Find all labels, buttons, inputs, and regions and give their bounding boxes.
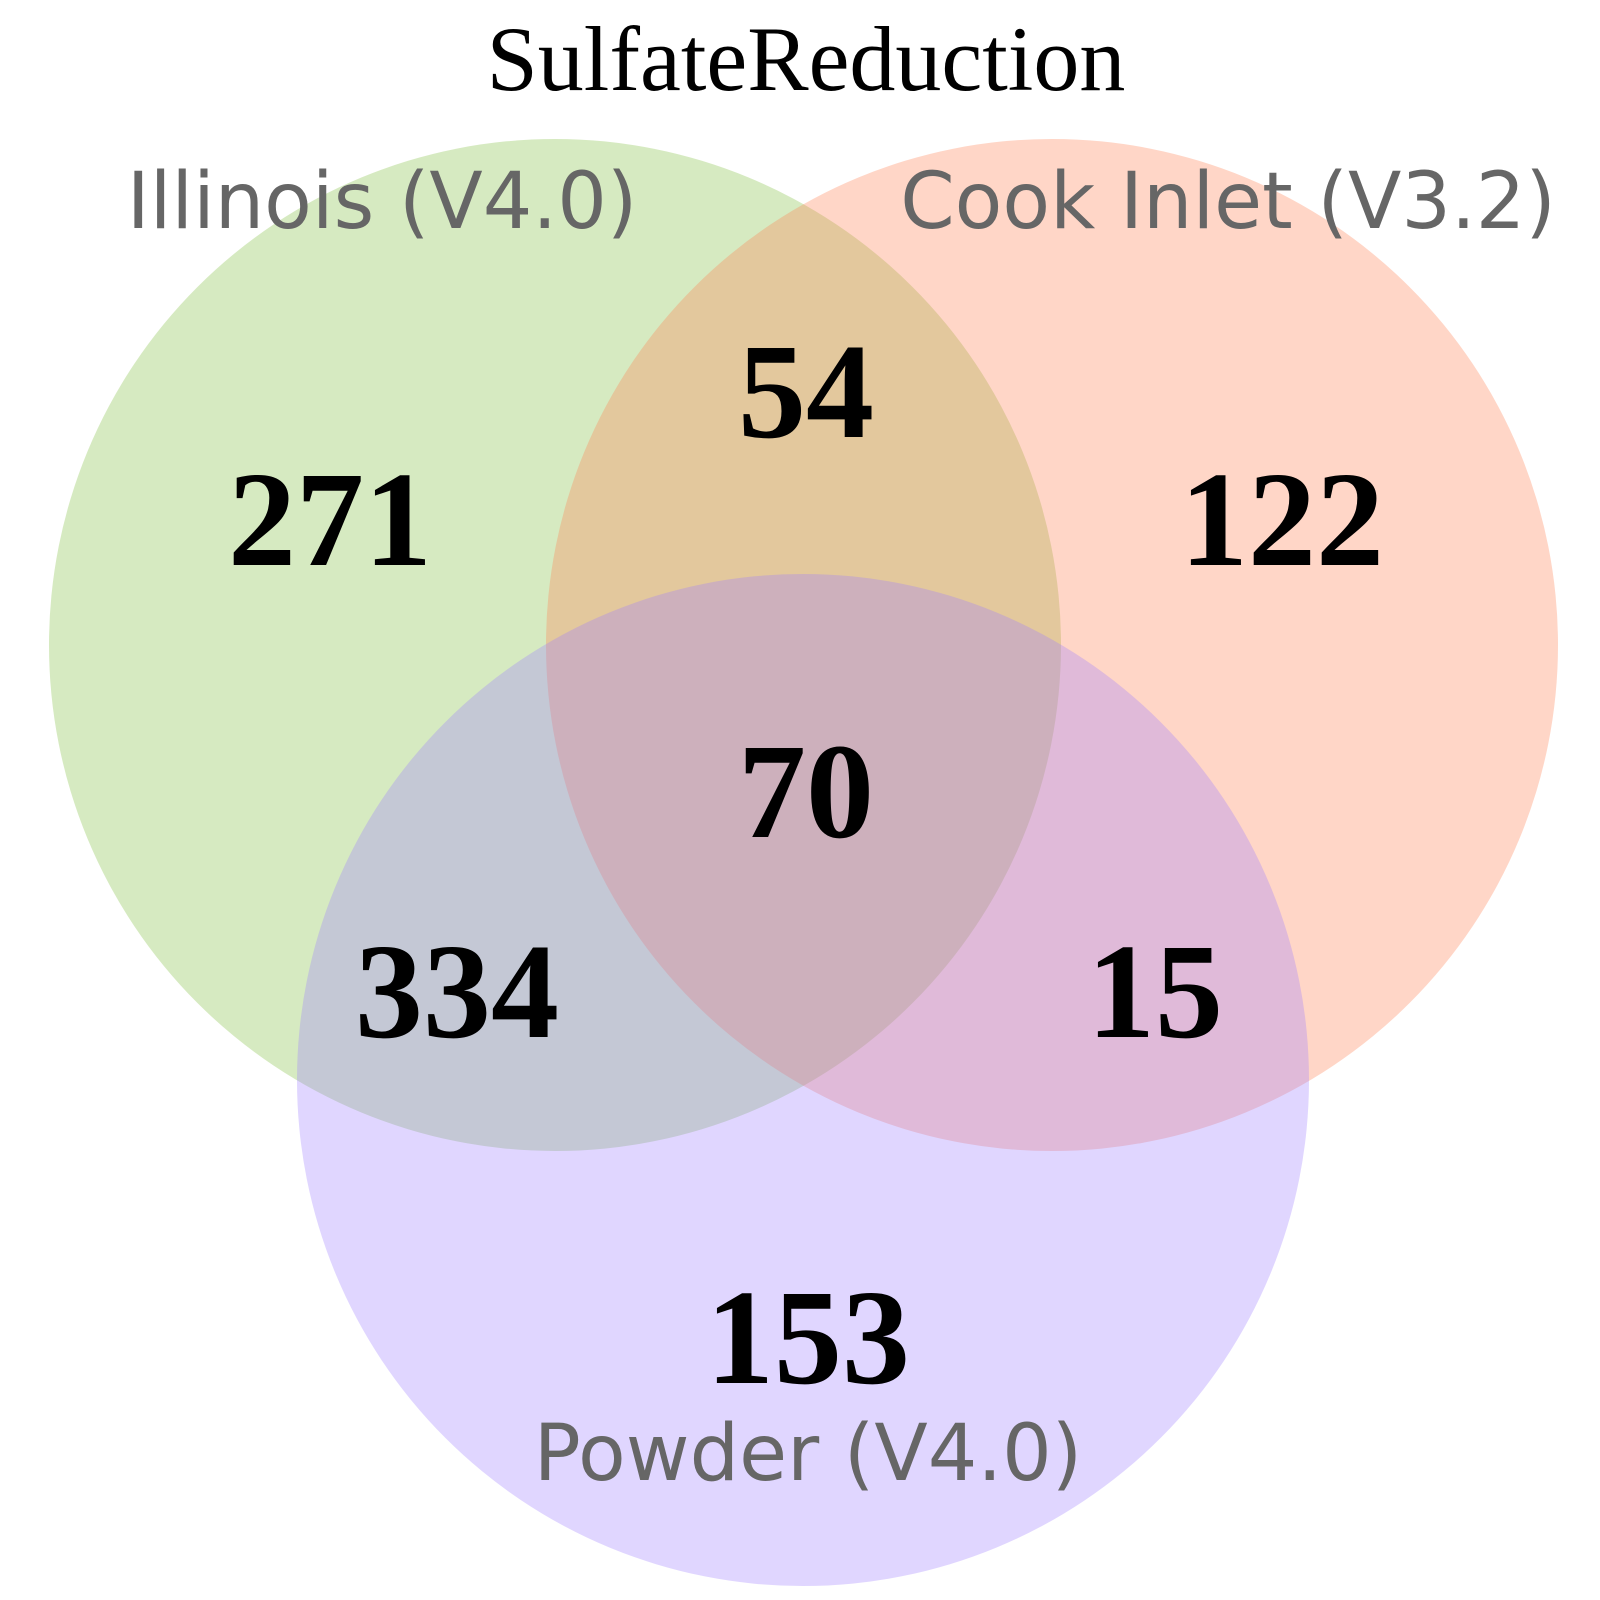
set-circle-powder bbox=[297, 574, 1309, 1586]
count-all-three: 70 bbox=[738, 717, 874, 867]
set-circle-cook-inlet bbox=[546, 139, 1558, 1151]
count-cook-inlet-only: 122 bbox=[1180, 445, 1384, 595]
diagram-title: SulfateReduction bbox=[487, 8, 1126, 110]
set-label-cook-inlet: Cook Inlet (V3.2) bbox=[900, 157, 1556, 247]
count-powder-only: 153 bbox=[706, 1263, 910, 1413]
set-circle-illinois bbox=[49, 139, 1061, 1151]
count-illinois-powder: 334 bbox=[355, 917, 559, 1067]
set-label-illinois: Illinois (V4.0) bbox=[127, 157, 638, 247]
count-illinois-only: 271 bbox=[228, 445, 432, 595]
set-label-powder: Powder (V4.0) bbox=[534, 1409, 1082, 1499]
count-illinois-cook-inlet: 54 bbox=[738, 317, 874, 467]
count-cook-inlet-powder: 15 bbox=[1087, 917, 1223, 1067]
